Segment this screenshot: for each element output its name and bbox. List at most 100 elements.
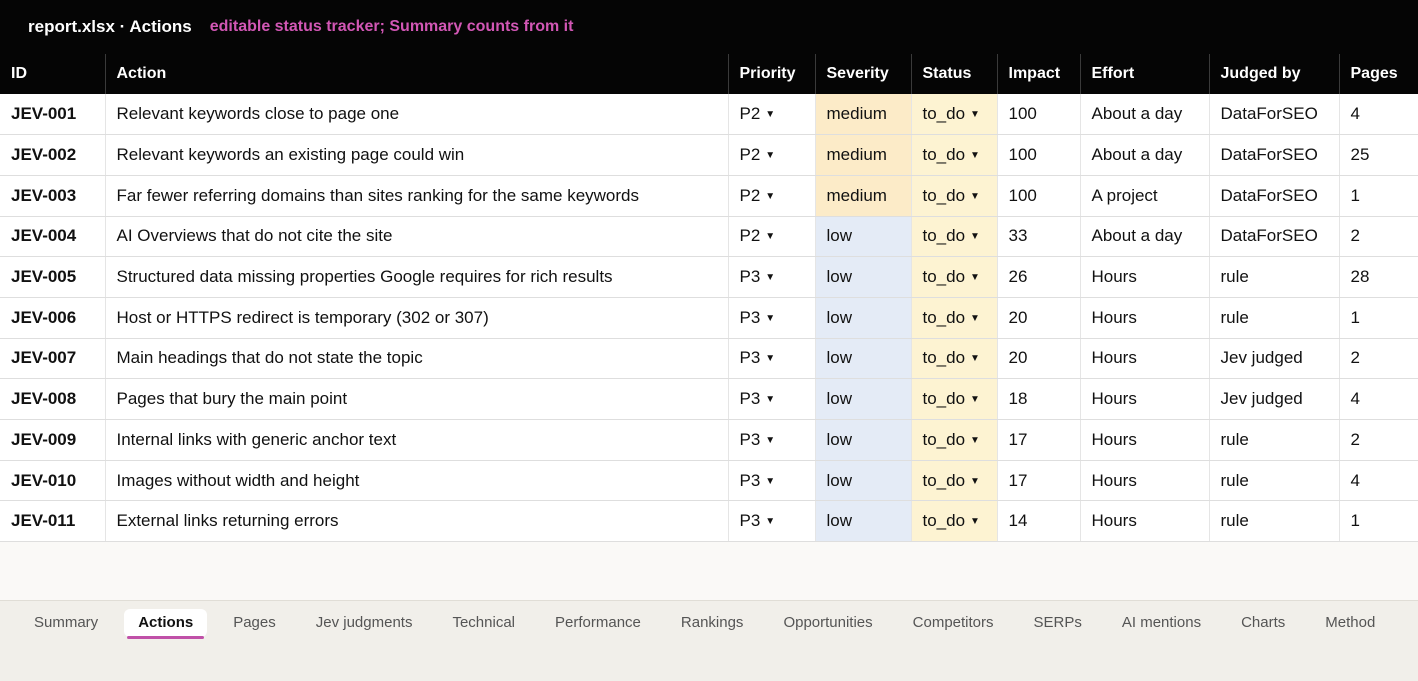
cell-action[interactable]: Internal links with generic anchor text (104, 419, 728, 461)
caret-down-icon[interactable]: ▼ (970, 272, 980, 284)
cell-priority[interactable]: P3 ▼ (727, 419, 815, 461)
column-header-impact[interactable]: Impact (996, 54, 1080, 94)
cell-impact[interactable]: 17 (996, 460, 1080, 502)
cell-severity[interactable]: low (814, 500, 911, 543)
tab-opportunities[interactable]: Opportunities (783, 614, 873, 631)
column-header-status[interactable]: Status (910, 54, 997, 94)
cell-status[interactable]: to_do ▼ (910, 216, 997, 258)
cell-judged-by[interactable]: DataForSEO (1208, 175, 1339, 217)
cell-effort[interactable]: About a day (1079, 134, 1209, 176)
cell-pages[interactable]: 2 (1338, 419, 1418, 461)
cell-severity[interactable]: low (814, 256, 911, 298)
cell-priority[interactable]: P2 ▼ (727, 134, 815, 176)
cell-impact[interactable]: 14 (996, 500, 1080, 543)
caret-down-icon[interactable]: ▼ (970, 353, 980, 365)
tab-method[interactable]: Method (1325, 614, 1376, 631)
tab-rankings[interactable]: Rankings (680, 614, 744, 631)
tab-technical[interactable]: Technical (452, 614, 516, 631)
cell-id[interactable]: JEV-004 (0, 216, 105, 258)
caret-down-icon[interactable]: ▼ (970, 190, 980, 202)
cell-impact[interactable]: 100 (996, 134, 1080, 176)
column-header-judged-by[interactable]: Judged by (1208, 54, 1339, 94)
cell-effort[interactable]: Hours (1079, 419, 1209, 461)
cell-severity[interactable]: medium (814, 94, 911, 136)
tab-pages[interactable]: Pages (233, 614, 276, 631)
cell-pages[interactable]: 4 (1338, 460, 1418, 502)
cell-severity[interactable]: medium (814, 134, 911, 176)
cell-priority[interactable]: P3 ▼ (727, 297, 815, 339)
cell-priority[interactable]: P3 ▼ (727, 378, 815, 420)
cell-id[interactable]: JEV-001 (0, 94, 105, 136)
cell-id[interactable]: JEV-002 (0, 134, 105, 176)
cell-priority[interactable]: P2 ▼ (727, 216, 815, 258)
tab-charts[interactable]: Charts (1241, 614, 1286, 631)
caret-down-icon[interactable]: ▼ (765, 150, 776, 162)
caret-down-icon[interactable]: ▼ (970, 231, 980, 243)
cell-effort[interactable]: About a day (1079, 216, 1209, 258)
cell-pages[interactable]: 1 (1338, 500, 1418, 543)
caret-down-icon[interactable]: ▼ (765, 231, 776, 243)
cell-pages[interactable]: 4 (1338, 94, 1418, 136)
cell-status[interactable]: to_do ▼ (910, 419, 997, 461)
tab-ai-mentions[interactable]: AI mentions (1121, 614, 1202, 631)
column-header-id[interactable]: ID (0, 54, 105, 94)
cell-effort[interactable]: Hours (1079, 378, 1209, 420)
cell-severity[interactable]: low (814, 297, 911, 339)
cell-judged-by[interactable]: Jev judged (1208, 378, 1339, 420)
cell-status[interactable]: to_do ▼ (910, 338, 997, 380)
cell-priority[interactable]: P2 ▼ (727, 94, 815, 136)
cell-impact[interactable]: 100 (996, 94, 1080, 136)
cell-impact[interactable]: 33 (996, 216, 1080, 258)
cell-impact[interactable]: 17 (996, 419, 1080, 461)
cell-impact[interactable]: 20 (996, 338, 1080, 380)
column-header-pages[interactable]: Pages (1338, 54, 1418, 94)
cell-effort[interactable]: Hours (1079, 338, 1209, 380)
column-header-priority[interactable]: Priority (727, 54, 815, 94)
cell-effort[interactable]: About a day (1079, 94, 1209, 136)
cell-pages[interactable]: 1 (1338, 297, 1418, 339)
column-header-severity[interactable]: Severity (814, 54, 911, 94)
cell-status[interactable]: to_do ▼ (910, 378, 997, 420)
cell-action[interactable]: Relevant keywords an existing page could… (104, 134, 728, 176)
cell-pages[interactable]: 1 (1338, 175, 1418, 217)
caret-down-icon[interactable]: ▼ (970, 312, 980, 324)
tab-competitors[interactable]: Competitors (912, 614, 994, 631)
cell-severity[interactable]: low (814, 378, 911, 420)
cell-status[interactable]: to_do ▼ (910, 256, 997, 298)
caret-down-icon[interactable]: ▼ (970, 394, 980, 406)
cell-pages[interactable]: 4 (1338, 378, 1418, 420)
tab-actions[interactable]: Actions (124, 609, 208, 639)
cell-action[interactable]: Host or HTTPS redirect is temporary (302… (104, 297, 728, 339)
cell-judged-by[interactable]: rule (1208, 256, 1339, 298)
column-header-effort[interactable]: Effort (1079, 54, 1209, 94)
caret-down-icon[interactable]: ▼ (765, 109, 776, 121)
cell-priority[interactable]: P3 ▼ (727, 256, 815, 298)
cell-effort[interactable]: Hours (1079, 460, 1209, 502)
caret-down-icon[interactable]: ▼ (765, 394, 776, 406)
cell-action[interactable]: AI Overviews that do not cite the site (104, 216, 728, 258)
cell-judged-by[interactable]: DataForSEO (1208, 134, 1339, 176)
cell-id[interactable]: JEV-008 (0, 378, 105, 420)
cell-severity[interactable]: low (814, 338, 911, 380)
cell-action[interactable]: Main headings that do not state the topi… (104, 338, 728, 380)
cell-id[interactable]: JEV-010 (0, 460, 105, 502)
cell-pages[interactable]: 28 (1338, 256, 1418, 298)
caret-down-icon[interactable]: ▼ (765, 475, 776, 487)
cell-priority[interactable]: P3 ▼ (727, 338, 815, 380)
caret-down-icon[interactable]: ▼ (970, 475, 980, 487)
cell-status[interactable]: to_do ▼ (910, 297, 997, 339)
cell-effort[interactable]: Hours (1079, 500, 1209, 543)
cell-status[interactable]: to_do ▼ (910, 94, 997, 136)
cell-status[interactable]: to_do ▼ (910, 175, 997, 217)
cell-status[interactable]: to_do ▼ (910, 460, 997, 502)
tab-serps[interactable]: SERPs (1033, 614, 1082, 631)
cell-impact[interactable]: 26 (996, 256, 1080, 298)
caret-down-icon[interactable]: ▼ (970, 109, 980, 121)
caret-down-icon[interactable]: ▼ (765, 312, 776, 324)
cell-judged-by[interactable]: rule (1208, 297, 1339, 339)
cell-effort[interactable]: Hours (1079, 256, 1209, 298)
caret-down-icon[interactable]: ▼ (765, 434, 776, 446)
cell-severity[interactable]: low (814, 460, 911, 502)
cell-action[interactable]: Relevant keywords close to page one (104, 94, 728, 136)
cell-action[interactable]: Far fewer referring domains than sites r… (104, 175, 728, 217)
